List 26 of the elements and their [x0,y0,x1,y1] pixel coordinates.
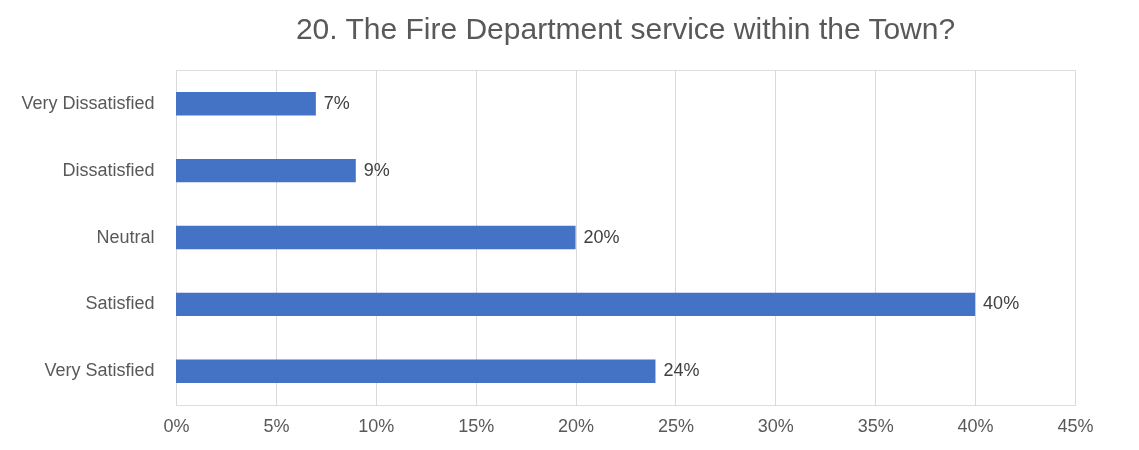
bar [176,158,356,183]
data-label: 9% [363,159,390,180]
y-tick-label: Satisfied [85,293,155,314]
x-tick-label: 25% [657,415,694,436]
x-tick-label: 45% [1057,415,1094,436]
bar [176,359,656,383]
x-tick-label: 5% [263,415,290,436]
y-tick-label: Neutral [96,226,155,247]
data-label: 24% [663,360,700,381]
bar [176,225,576,250]
data-label: 7% [323,92,350,113]
y-tick-label: Very Dissatisfied [21,92,155,113]
bar [176,292,976,317]
chart-title: 20. The Fire Department service within the Town? [295,12,956,45]
bar [176,92,316,116]
data-label: 20% [583,226,620,247]
x-tick-label: 40% [957,415,994,436]
x-tick-label: 10% [358,415,395,436]
data-label: 40% [983,293,1020,314]
x-tick-label: 15% [458,415,495,436]
y-tick-label: Very Satisfied [44,360,155,381]
x-tick-label: 30% [757,415,794,436]
x-tick-label: 20% [558,415,595,436]
x-tick-label: 35% [857,415,894,436]
x-tick-label: 0% [163,415,190,436]
y-tick-label: Dissatisfied [62,159,155,180]
